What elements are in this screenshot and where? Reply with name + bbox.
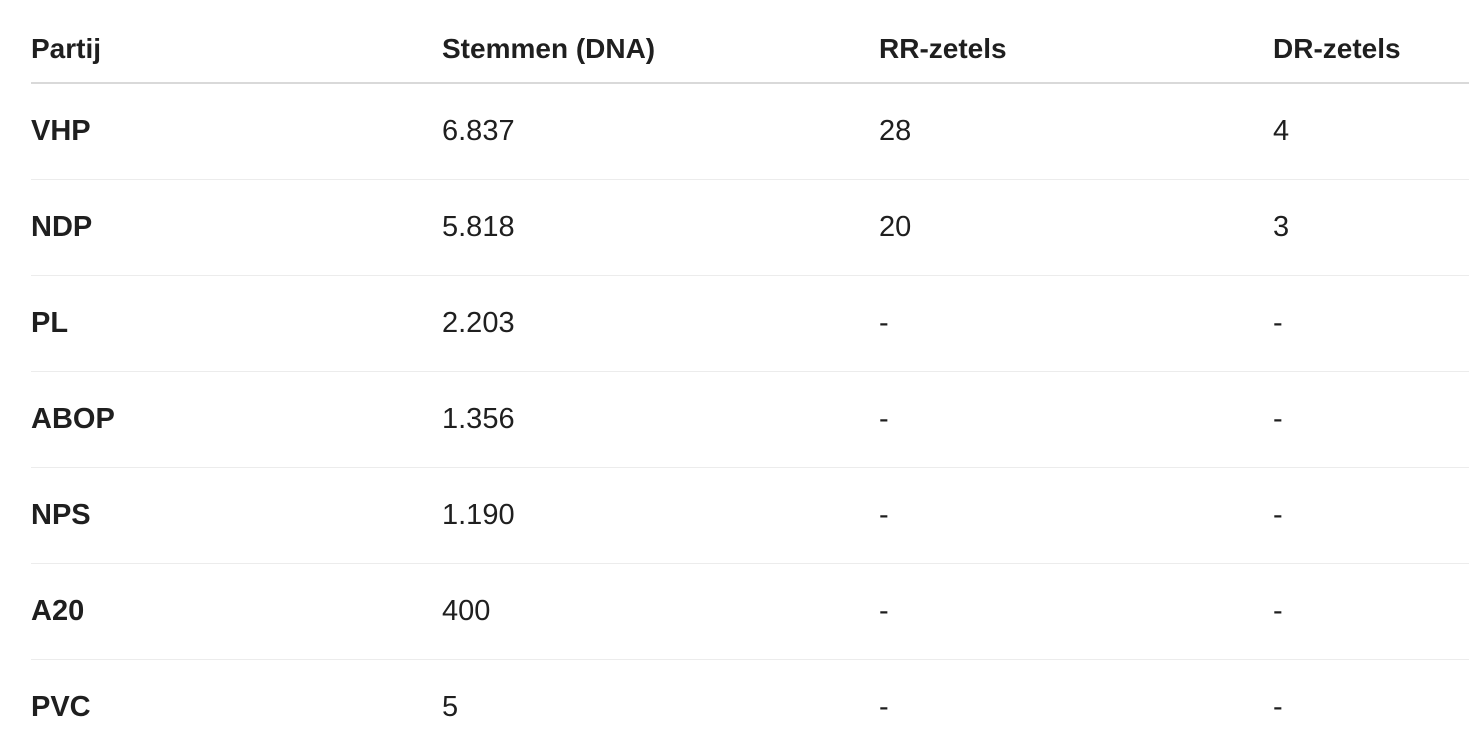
party-name: PL <box>31 307 69 339</box>
table-row: NPS 1.190 - - <box>31 468 1469 564</box>
dr-seats-value: 4 <box>1273 115 1290 147</box>
dr-seats-value: - <box>1273 691 1283 723</box>
rr-seats-value: 20 <box>879 211 912 243</box>
party-name: VHP <box>31 115 91 147</box>
table-row: NDP 5.818 20 3 <box>31 180 1469 276</box>
votes-value: 5.818 <box>442 211 515 243</box>
party-name: PVC <box>31 691 91 723</box>
rr-seats-value: - <box>879 691 889 723</box>
column-header-partij: Partij <box>31 33 102 64</box>
dr-seats-value: - <box>1273 499 1283 531</box>
rr-seats-value: - <box>879 595 889 627</box>
votes-value: 2.203 <box>442 307 515 339</box>
rr-seats-value: 28 <box>879 115 912 147</box>
rr-seats-value: - <box>879 403 889 435</box>
votes-value: 6.837 <box>442 115 515 147</box>
dr-seats-value: - <box>1273 403 1283 435</box>
results-table: Partij Stemmen (DNA) RR-zetels DR-zetels… <box>31 0 1469 755</box>
party-name: ABOP <box>31 403 115 435</box>
party-name: NPS <box>31 499 91 531</box>
votes-value: 1.356 <box>442 403 515 435</box>
dr-seats-value: 3 <box>1273 211 1290 243</box>
table-row: A20 400 - - <box>31 564 1469 660</box>
rr-seats-value: - <box>879 307 889 339</box>
dr-seats-value: - <box>1273 307 1283 339</box>
table-row: ABOP 1.356 - - <box>31 372 1469 468</box>
party-name: NDP <box>31 211 93 243</box>
votes-value: 5 <box>442 691 459 723</box>
column-header-stemmen: Stemmen (DNA) <box>442 33 656 64</box>
table-row: PL 2.203 - - <box>31 276 1469 372</box>
party-name: A20 <box>31 595 85 627</box>
column-header-rr-zetels: RR-zetels <box>879 33 1007 64</box>
column-header-dr-zetels: DR-zetels <box>1273 33 1401 64</box>
dr-seats-value: - <box>1273 595 1283 627</box>
rr-seats-value: - <box>879 499 889 531</box>
table-row: VHP 6.837 28 4 <box>31 84 1469 180</box>
votes-value: 400 <box>442 595 491 627</box>
table-row: PVC 5 - - <box>31 660 1469 755</box>
table-header-row: Partij Stemmen (DNA) RR-zetels DR-zetels <box>31 0 1469 84</box>
votes-value: 1.190 <box>442 499 515 531</box>
